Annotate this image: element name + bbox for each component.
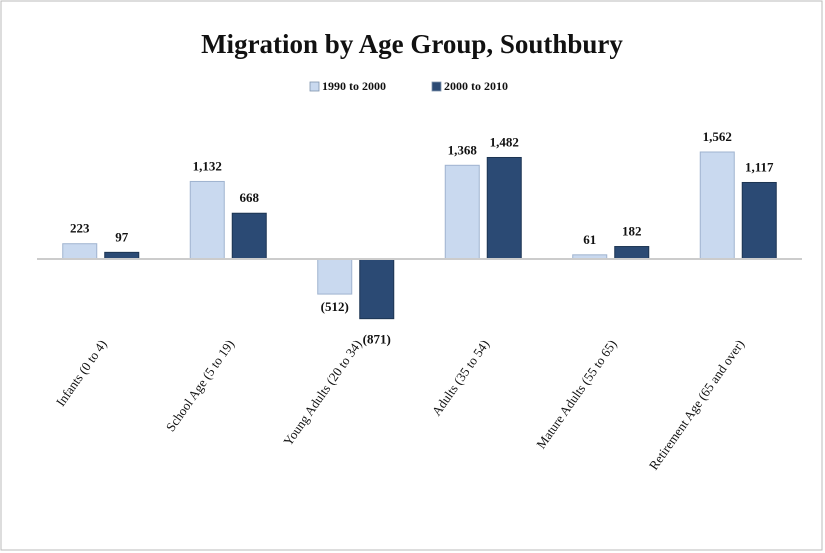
bar bbox=[359, 258, 395, 320]
value-label: (871) bbox=[363, 332, 391, 347]
legend-label: 1990 to 2000 bbox=[322, 79, 386, 93]
value-label: 1,482 bbox=[490, 134, 519, 149]
bar bbox=[62, 243, 98, 260]
value-label: 1,132 bbox=[193, 158, 222, 173]
value-label: 223 bbox=[70, 221, 90, 236]
value-label: 1,562 bbox=[703, 129, 732, 144]
bar bbox=[614, 246, 650, 260]
chart-title: Migration by Age Group, Southbury bbox=[201, 29, 623, 59]
value-label: 1,368 bbox=[448, 142, 478, 157]
value-label: 97 bbox=[115, 229, 129, 244]
value-label: 61 bbox=[583, 232, 596, 247]
bar bbox=[231, 212, 267, 260]
bar bbox=[486, 156, 522, 260]
legend-label: 2000 to 2010 bbox=[444, 79, 508, 93]
legend-swatch bbox=[431, 81, 442, 92]
value-label: 182 bbox=[622, 224, 642, 239]
bar bbox=[317, 258, 353, 295]
bar bbox=[444, 164, 480, 260]
bar bbox=[741, 181, 777, 260]
value-label: (512) bbox=[321, 299, 349, 314]
bar bbox=[699, 151, 735, 260]
value-label: 668 bbox=[240, 190, 260, 205]
value-label: 1,117 bbox=[745, 159, 774, 174]
legend-swatch bbox=[309, 81, 320, 92]
bar bbox=[189, 180, 225, 260]
